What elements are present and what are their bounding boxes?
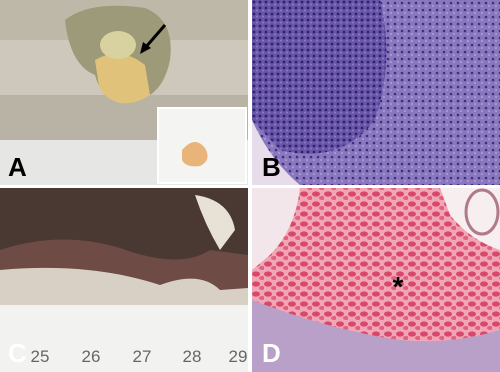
ruler-number: 26	[82, 347, 101, 366]
panel-c	[0, 188, 248, 372]
ruler-number: 27	[133, 347, 152, 366]
panel-label: A	[8, 152, 27, 182]
panel-a	[0, 0, 248, 185]
annotation: *	[393, 271, 404, 302]
ruler-number: 29	[229, 347, 248, 366]
panel-label: B	[262, 152, 281, 182]
panel-d	[252, 188, 500, 372]
ruler-number: 25	[31, 347, 50, 366]
panel-label: D	[262, 338, 281, 368]
ruler-number: 28	[183, 347, 202, 366]
panel-b	[252, 0, 500, 185]
panel-label: C	[8, 338, 27, 368]
